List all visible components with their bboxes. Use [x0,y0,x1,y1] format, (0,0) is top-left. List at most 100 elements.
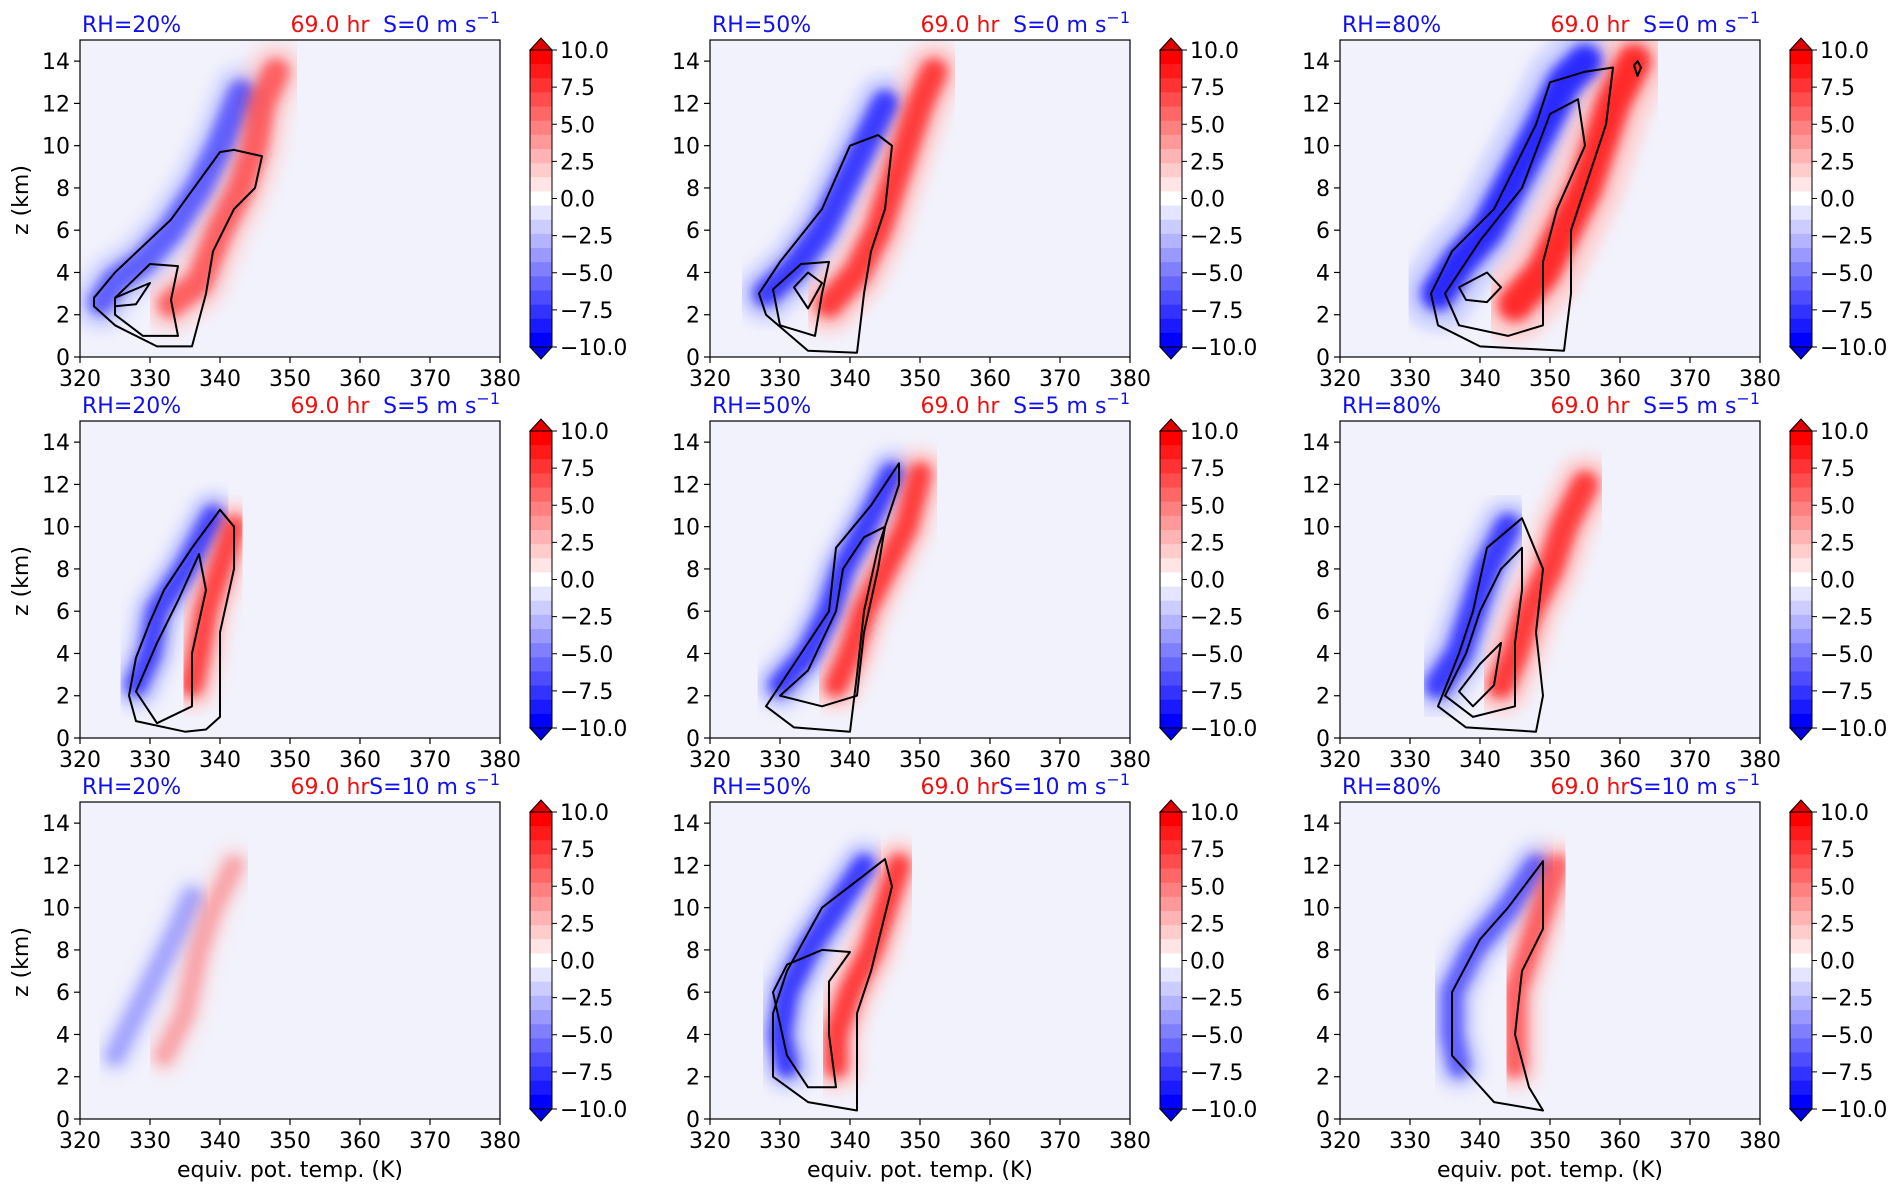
colorbar-level [530,262,552,277]
y-tick-label: 14 [42,431,70,456]
colorbar-tick-label: 7.5 [1190,76,1225,101]
colorbar-level [530,191,552,207]
colorbar-level [530,586,552,602]
x-tick-label: 360 [969,367,1011,392]
colorbar-level [1790,120,1812,136]
panel-1-2: 320 330 340 350 360 370 380 0 2 4 6 8 10 12 14 RH=80% 69… [1302,389,1887,773]
negative-tendency-band [767,461,905,698]
x-tick-label: 360 [339,367,381,392]
colorbar-level [1160,1080,1182,1096]
x-tick-label: 330 [759,748,801,773]
heatmap-field [80,40,307,348]
time-label: 69.0 hr [921,775,1001,800]
rh-label: RH=80% [1342,775,1441,800]
y-tick-label: 12 [672,92,700,117]
y-tick-label: 0 [1316,346,1330,371]
heatmap-field [735,40,965,354]
contour-line [93,148,263,348]
colorbar-level [1790,967,1812,983]
colorbar-tick-label: 2.5 [1820,531,1855,556]
colorbar-level [530,967,552,983]
x-tick-label: 340 [829,1129,871,1154]
x-tick-label: 350 [899,367,941,392]
y-tick-label: 8 [686,939,700,964]
colorbar-level [1160,64,1182,79]
time-label: 69.0 hr [921,13,1001,38]
colorbar-level [530,713,552,729]
shear-label: S=10 m s−1 [999,770,1130,800]
rh-label: RH=80% [1342,394,1441,419]
colorbar-extend-min [1158,1108,1184,1122]
contour-line [765,462,900,733]
colorbar-tick-label: 10.0 [1190,39,1239,64]
y-tick-label: 4 [56,642,70,667]
colorbar-level [1160,586,1182,602]
colorbar-level [1790,911,1812,926]
shear-exponent: −1 [476,8,500,27]
colorbar-level [530,92,552,108]
rh-label: RH=80% [1342,13,1441,38]
y-tick-label: 2 [1316,685,1330,710]
colorbar-tick-label: −7.5 [1190,299,1243,324]
colorbar-level [1790,64,1812,79]
positive-tendency-band [823,461,933,698]
x-tick-label: 340 [1459,748,1501,773]
colorbar-tick-label: 0.0 [1190,569,1225,594]
colorbar-tick-label: −5.0 [560,1024,613,1049]
colorbar-level [1790,685,1812,701]
colorbar-tick-label: 0.0 [1820,569,1855,594]
colorbar: 10.0 7.5 5.0 2.5 0.0 −2.5 −5.0 −7.5 −10.0 [528,418,627,742]
contour-line [1437,517,1544,733]
x-tick-label: 370 [1039,748,1081,773]
colorbar-tick-label: 10.0 [560,39,609,64]
x-tick-label: 340 [199,1129,241,1154]
shear-value: S=5 m s [383,394,476,419]
colorbar-tick-label: 2.5 [1190,912,1225,937]
colorbar-level [1790,868,1812,884]
colorbar-level [530,911,552,926]
colorbar-level [1160,459,1182,475]
colorbar-level [1160,304,1182,320]
colorbar-level [530,896,552,912]
y-tick-label: 0 [1316,1108,1330,1133]
x-tick-label: 350 [899,748,941,773]
colorbar-level [530,530,552,545]
colorbar-level [1160,995,1182,1011]
colorbar-tick-label: −2.5 [1820,987,1873,1012]
colorbar-tick-label: 0.0 [560,188,595,213]
colorbar-tick-label: 0.0 [1190,950,1225,975]
positive-tendency-band [1487,470,1599,700]
y-tick-label: 12 [1302,473,1330,498]
colorbar-tick-label: 10.0 [1190,801,1239,826]
colorbar-level [530,501,552,517]
colorbar-level [1790,134,1812,150]
x-tick-label: 340 [829,748,871,773]
contour-line [772,260,830,337]
y-tick-label: 4 [56,261,70,286]
colorbar-level [1790,501,1812,517]
colorbar-level [1160,149,1182,164]
colorbar-level [530,177,552,193]
colorbar-extend-min [1788,1108,1814,1122]
y-tick-label: 14 [1302,431,1330,456]
colorbar-level [530,643,552,658]
x-tick-label: 380 [1109,1129,1151,1154]
colorbar-level [1160,78,1182,94]
colorbar-level [1790,92,1812,108]
colorbar-tick-label: −7.5 [1820,299,1873,324]
colorbar-level [530,304,552,320]
colorbar-level [1790,515,1812,531]
colorbar-level [1790,487,1812,503]
colorbar-level [1790,78,1812,94]
colorbar-level [1160,629,1182,644]
colorbar-level [530,1066,552,1082]
x-axis-label: equiv. pot. temp. (K) [807,1158,1033,1183]
colorbar-level [530,64,552,79]
colorbar: 10.0 7.5 5.0 2.5 0.0 −2.5 −5.0 −7.5 −10.0 [1158,418,1257,742]
colorbar-level [1790,699,1812,715]
colorbar-level [1160,840,1182,856]
colorbar-level [530,1024,552,1039]
colorbar-tick-label: −10.0 [1820,1098,1887,1123]
colorbar-tick-label: 0.0 [560,950,595,975]
rh-label: RH=50% [712,13,811,38]
